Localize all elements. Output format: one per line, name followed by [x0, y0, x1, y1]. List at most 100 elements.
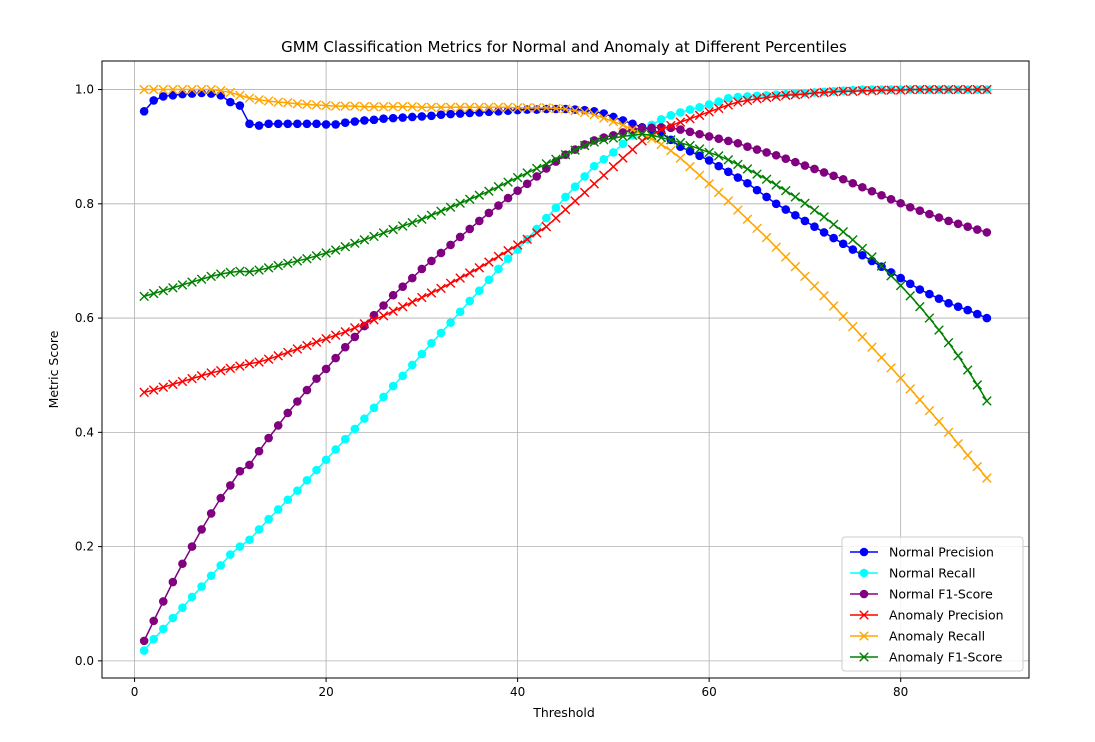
data-point	[369, 231, 379, 242]
data-point	[838, 174, 848, 184]
data-point	[800, 198, 810, 209]
data-point	[302, 340, 312, 351]
data-point	[694, 170, 705, 181]
data-point	[848, 178, 858, 188]
data-point	[264, 433, 273, 443]
data-point	[905, 84, 916, 95]
data-point	[264, 514, 273, 524]
data-point	[158, 382, 169, 393]
data-point	[417, 102, 427, 113]
data-point	[455, 307, 465, 317]
data-point	[714, 97, 724, 106]
data-point	[484, 208, 494, 218]
data-point	[350, 323, 360, 333]
data-point	[397, 101, 408, 112]
data-point	[503, 245, 513, 256]
data-point	[197, 525, 206, 534]
data-point	[675, 137, 686, 148]
data-point	[436, 283, 446, 294]
data-point	[139, 291, 149, 302]
data-point	[905, 279, 915, 289]
data-point	[235, 90, 245, 101]
data-point	[388, 113, 398, 123]
data-point	[493, 251, 504, 262]
data-point	[570, 145, 580, 155]
data-point	[542, 213, 551, 223]
data-point	[293, 119, 302, 129]
data-point	[695, 129, 704, 139]
data-point	[245, 119, 254, 129]
data-point	[934, 213, 944, 222]
data-point	[809, 281, 820, 291]
data-point	[761, 92, 772, 103]
data-point	[676, 108, 685, 117]
data-point	[321, 333, 331, 344]
data-point	[503, 254, 513, 263]
data-point	[397, 301, 408, 312]
data-point	[723, 196, 734, 206]
data-point	[168, 613, 178, 623]
data-point	[771, 242, 781, 253]
data-point	[215, 365, 226, 376]
data-point	[895, 85, 906, 95]
data-point	[407, 112, 417, 122]
data-point	[484, 107, 494, 117]
data-point	[292, 256, 303, 266]
data-point	[426, 102, 437, 113]
data-point	[350, 424, 360, 434]
data-point	[340, 342, 350, 352]
data-point	[876, 261, 887, 271]
data-point	[810, 164, 819, 174]
data-point	[618, 120, 628, 130]
data-point	[618, 131, 628, 142]
data-point	[934, 325, 944, 335]
data-point	[216, 90, 226, 100]
data-point	[618, 139, 628, 149]
data-point	[254, 446, 264, 456]
data-point	[398, 113, 408, 122]
data-point	[340, 118, 350, 127]
data-point	[350, 238, 360, 249]
data-point	[235, 266, 245, 277]
data-point	[819, 291, 829, 301]
data-point	[148, 84, 159, 95]
data-point	[206, 271, 216, 282]
data-point	[407, 217, 418, 228]
data-point	[311, 251, 322, 261]
data-point	[312, 465, 321, 475]
data-point	[254, 121, 264, 130]
x-tick-label: 20	[318, 685, 333, 699]
data-point	[752, 93, 762, 104]
data-point	[694, 110, 705, 121]
data-point	[857, 332, 868, 342]
data-point	[972, 225, 982, 234]
data-point	[723, 93, 733, 103]
data-point	[273, 421, 283, 430]
data-point	[608, 133, 619, 143]
data-point	[417, 292, 427, 303]
data-point	[379, 301, 388, 310]
data-point	[561, 192, 570, 202]
data-point	[475, 216, 484, 226]
data-point	[560, 204, 571, 215]
data-point	[340, 101, 351, 111]
data-point	[139, 636, 149, 646]
series-3	[139, 84, 992, 398]
data-point	[599, 154, 609, 164]
data-point	[608, 161, 619, 172]
data-point	[589, 109, 600, 120]
data-point	[675, 117, 686, 127]
data-point	[599, 170, 609, 181]
data-point	[407, 297, 418, 307]
data-point	[225, 363, 236, 374]
data-point	[685, 105, 695, 114]
data-point	[177, 280, 188, 290]
chart-title: GMM Classification Metrics for Normal an…	[281, 38, 847, 56]
data-point	[531, 103, 542, 113]
data-point	[465, 296, 475, 306]
data-point	[436, 102, 446, 113]
data-point	[139, 646, 149, 655]
data-point	[896, 273, 905, 283]
data-point	[828, 87, 839, 97]
data-point	[235, 101, 245, 110]
